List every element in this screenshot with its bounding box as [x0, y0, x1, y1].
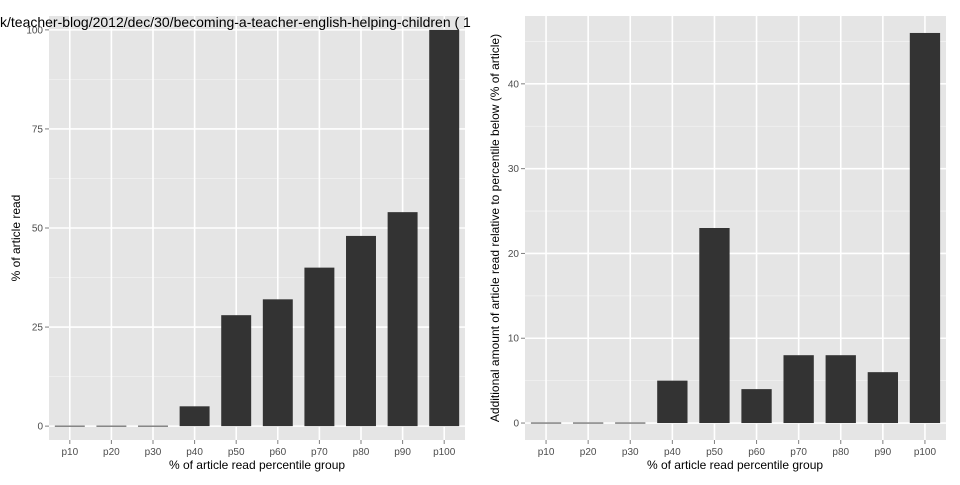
- x-tick-label: p10: [61, 447, 78, 458]
- x-tick-label: p30: [622, 447, 639, 458]
- x-tick-label: p60: [269, 447, 286, 458]
- bars: [54, 29, 460, 427]
- y-tick-label: 30: [508, 164, 520, 175]
- bar-p100: [429, 29, 460, 427]
- bar-p80: [346, 235, 376, 427]
- y-tick-label: 20: [508, 249, 520, 260]
- chart-title: k/teacher-blog/2012/dec/30/becoming-a-te…: [0, 14, 471, 30]
- bar-p30: [138, 425, 168, 427]
- y-axis-label: % of article read: [9, 195, 23, 282]
- x-tick-label: p40: [664, 447, 681, 458]
- y-tick-label: 40: [508, 79, 520, 90]
- y-axis-ticks: 0 25 50 75 100: [26, 25, 49, 433]
- x-tick-label: p100: [433, 447, 456, 458]
- bar-p50: [221, 315, 252, 427]
- bar-p20: [96, 425, 127, 427]
- bar-p80: [825, 355, 856, 424]
- x-tick-label: p50: [228, 447, 245, 458]
- bar-p40: [179, 406, 210, 427]
- x-tick-label: p20: [580, 447, 597, 458]
- bar-p10: [530, 422, 562, 424]
- x-axis-ticks: p10 p20 p30 p40 p50 p60 p70 p80 p90 p100: [61, 440, 456, 458]
- bar-p30: [615, 422, 646, 424]
- x-axis-ticks: p10 p20 p30 p40 p50 p60 p70 p80 p90 p100: [538, 440, 937, 458]
- plot-background: [525, 16, 946, 440]
- bar-p20: [572, 422, 604, 424]
- x-axis-label: % of article read percentile group: [169, 458, 345, 472]
- bar-p70: [304, 267, 335, 427]
- x-tick-label: p50: [706, 447, 723, 458]
- y-tick-label: 100: [26, 25, 43, 36]
- y-tick-label: 50: [32, 224, 44, 235]
- bar-p90: [387, 212, 418, 427]
- x-tick-label: p90: [875, 447, 892, 458]
- x-tick-label: p70: [311, 447, 328, 458]
- x-tick-label: p80: [353, 447, 370, 458]
- bar-p100: [909, 32, 941, 424]
- bar-p40: [657, 380, 688, 424]
- y-tick-label: 25: [32, 323, 44, 334]
- x-axis-label: % of article read percentile group: [647, 458, 823, 472]
- x-tick-label: p60: [748, 447, 765, 458]
- y-tick-label: 75: [32, 124, 44, 135]
- x-tick-label: p70: [790, 447, 807, 458]
- y-tick-label: 0: [37, 422, 43, 433]
- bars: [530, 32, 941, 424]
- bar-p50: [699, 228, 730, 424]
- x-tick-label: p80: [832, 447, 849, 458]
- x-tick-label: p100: [914, 447, 937, 458]
- y-tick-label: 10: [508, 334, 520, 345]
- x-tick-label: p20: [103, 447, 120, 458]
- bar-p60: [262, 299, 293, 427]
- y-axis-label: Additional amount of article read relati…: [488, 34, 502, 422]
- bar-p70: [783, 355, 814, 424]
- bar-p60: [741, 389, 772, 424]
- x-tick-label: p40: [186, 447, 203, 458]
- bar-p90: [867, 372, 899, 424]
- y-tick-label: 0: [513, 419, 519, 430]
- y-axis-ticks: 0 10 20 30 40: [508, 79, 525, 430]
- x-tick-label: p30: [145, 447, 162, 458]
- bar-p10: [54, 425, 85, 427]
- x-tick-label: p90: [394, 447, 411, 458]
- x-tick-label: p10: [538, 447, 555, 458]
